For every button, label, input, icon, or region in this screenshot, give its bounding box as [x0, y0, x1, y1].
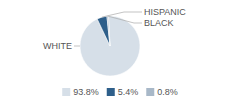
legend-item: 0.8% [146, 87, 178, 97]
annotation: HISPANIC [144, 7, 186, 17]
pie [80, 16, 140, 76]
legend-label: 93.8% [73, 87, 99, 97]
annotation: BLACK [144, 18, 174, 28]
legend-item: 93.8% [62, 87, 99, 97]
slice [97, 16, 110, 46]
leader-line [74, 46, 80, 47]
legend-swatch [146, 88, 154, 96]
legend-label: 0.8% [157, 87, 178, 97]
legend-label: 5.4% [118, 87, 139, 97]
annotation: WHITE [43, 41, 72, 51]
legend-item: 5.4% [107, 87, 139, 97]
slice [107, 16, 110, 46]
legend-swatch [107, 88, 115, 96]
slice [80, 16, 140, 76]
chart: WHITE HISPANICBLACK 93.8% 5.4% 0.8% [0, 0, 240, 100]
annotations: WHITE HISPANICBLACK [43, 7, 186, 51]
leader-line [108, 16, 142, 23]
legend-swatch [62, 88, 70, 96]
legend: 93.8% 5.4% 0.8% [62, 87, 178, 97]
